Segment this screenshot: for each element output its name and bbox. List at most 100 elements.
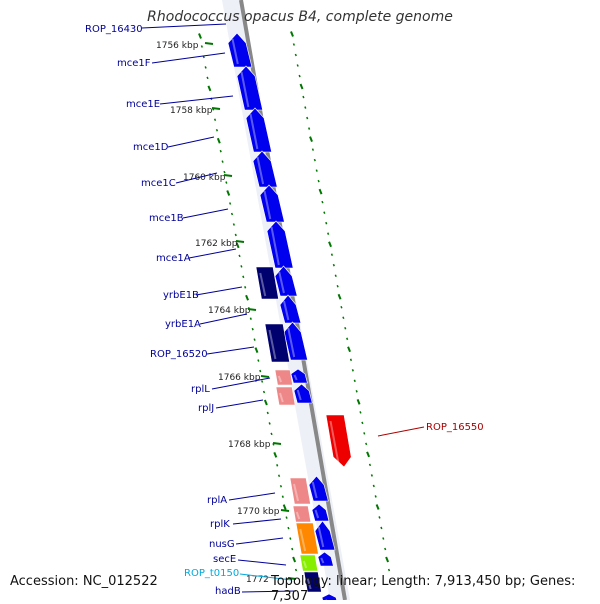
gene-leader-line [206,346,255,355]
kbp-tick [247,308,257,311]
gene-highlight [277,375,283,383]
gene-leader-line [195,286,243,296]
tick-mark [292,43,295,46]
tick-mark [374,495,377,498]
gene-leader-line [211,377,271,390]
kbp-tick [223,174,233,177]
gene-label: rplJ [198,403,214,414]
map-title: Rhodococcus opacus B4, complete genome [147,9,453,25]
gene-8 [283,321,308,361]
tick-mark [244,286,247,289]
gene-highlight [268,329,277,360]
gene-highlight [311,481,318,499]
tick-mark [226,190,231,196]
gene-leader-line [182,208,229,219]
tick-mark [366,451,371,458]
tick-mark [330,253,334,256]
tick-mark [356,398,361,405]
gene-highlight [306,577,312,590]
gene-label: secE [213,554,236,565]
kbp-tick-label: 1768 kbp [228,440,271,450]
kbp-tick-label: 1764 kbp [208,306,251,316]
kbp-tick-label: 1772 [246,575,269,585]
tick-mark [245,294,249,301]
accession-label: Accession: NC_012522 [10,574,158,589]
tick-mark [353,379,356,383]
tick-mark [204,66,207,69]
tick-mark [346,337,349,341]
tick-mark [318,188,323,195]
tick-mark [276,464,279,467]
gene-leader-line [167,136,215,148]
tick-mark [323,211,326,214]
kbp-tick-label: 1756 kbp [156,41,199,51]
gene-18 [317,551,334,567]
tick-mark [317,179,320,183]
tick-mark [223,170,226,174]
tick-mark [225,181,228,184]
gene-23 [299,554,319,572]
gene-label: nusG [209,539,235,550]
gene-highlight [296,389,302,401]
tick-mark [273,451,278,458]
gene-label: ROP_16520 [150,349,208,360]
gene-highlight [263,190,272,220]
gene-highlight [293,483,300,502]
tick-mark [380,526,383,530]
gene-9 [255,266,279,300]
tick-mark [347,346,351,353]
tick-mark [340,305,343,309]
tick-mark [270,432,273,436]
gene-11 [290,368,308,384]
tick-mark [382,537,385,540]
tick-mark [344,326,347,330]
tick-mark [200,45,203,48]
tick-mark [234,233,237,237]
kbp-tick-label: 1766 kbp [218,373,261,383]
gene-25 [325,414,352,468]
gene-leader-line [237,559,287,566]
tick-mark [251,327,254,331]
gene-leader-line [235,537,284,545]
gene-22 [295,522,319,555]
tick-mark [263,399,268,406]
tick-mark [257,359,260,362]
tick-mark [262,390,266,394]
tick-mark [327,232,330,235]
gene-label: mce1B [149,213,184,224]
gene-12 [293,383,313,404]
gene-10 [264,323,290,363]
kbp-tick [287,577,297,580]
tick-mark [287,526,290,530]
tick-mark [281,495,284,498]
gene-highlight [231,38,239,65]
tick-mark [298,74,301,78]
tick-mark [296,64,299,67]
kbp-tick [280,509,290,512]
tick-mark [289,537,292,540]
gene-24 [303,571,322,593]
tick-mark [309,136,313,142]
tick-mark [315,169,318,172]
gene-label: ROP_16550 [426,422,484,433]
tick-mark [277,474,281,478]
tick-mark [351,369,354,372]
tick-mark [215,128,219,132]
gene-highlight [249,113,259,150]
gene-0 [227,32,253,68]
tick-mark [240,265,243,268]
tick-mark [387,568,391,572]
tick-mark [198,33,202,39]
tick-mark [290,31,294,37]
gene-label: hadB [215,586,241,597]
gene-highlight [283,300,290,321]
tick-mark [230,212,234,216]
gene-leader-line [215,399,264,409]
gene-14 [275,386,296,406]
tick-mark [355,390,358,393]
gene-label: rplA [207,495,227,506]
gene-highlight [278,271,285,294]
gene-leader-line [199,313,248,325]
tick-mark [268,422,271,425]
